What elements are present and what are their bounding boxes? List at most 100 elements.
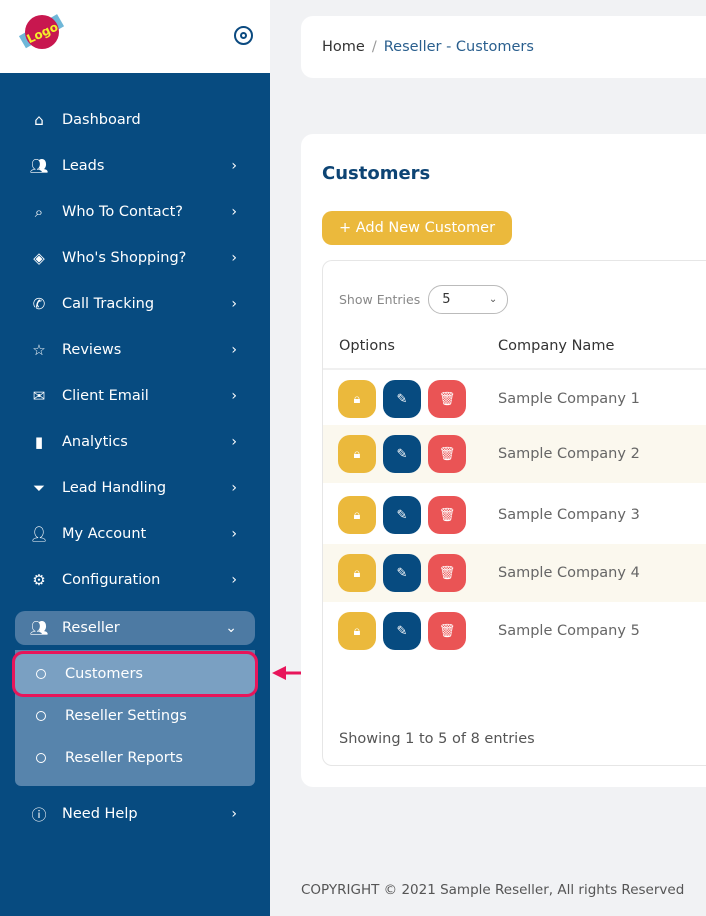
edit-button[interactable]: ✎ (383, 554, 421, 592)
circle-icon (36, 711, 46, 721)
edit-button[interactable]: ✎ (383, 435, 421, 473)
search-icon: ⌕ (34, 203, 44, 221)
sidebar-item-leads[interactable]: 👥︎ Leads › (15, 149, 255, 183)
sidebar-item-label: Client Email (62, 388, 149, 404)
delete-button[interactable]: 🗑︎ (428, 496, 466, 534)
chevron-right-icon: › (231, 342, 237, 358)
chevron-right-icon: › (231, 572, 237, 588)
star-icon: ☆ (32, 341, 46, 359)
chevron-down-icon: ⌄ (225, 620, 237, 636)
chevron-right-icon: › (231, 434, 237, 450)
lock-icon: 🔒︎ (353, 446, 361, 462)
users-icon: 👥︎ (29, 157, 49, 175)
company-name-cell: Sample Company 4 (498, 565, 640, 581)
lock-icon: 🔒︎ (353, 507, 361, 523)
chevron-right-icon: › (231, 526, 237, 542)
entries-value: 5 (442, 292, 451, 307)
lock-button[interactable]: 🔒︎ (338, 496, 376, 534)
lock-button[interactable]: 🔒︎ (338, 435, 376, 473)
sidebar-subitem-label: Customers (65, 666, 143, 682)
table-row: 🔒︎ ✎ 🗑︎ Sample Company 3 (323, 486, 706, 544)
chevron-right-icon: › (231, 388, 237, 404)
table-row: 🔒︎ ✎ 🗑︎ Sample Company 1 (323, 370, 706, 428)
circle-icon (36, 669, 46, 679)
sidebar-subitem-label: Reseller Reports (65, 750, 183, 766)
sidebar-item-reseller[interactable]: 👥︎ Reseller ⌄ (15, 611, 255, 645)
sidebar-item-label: Leads (62, 158, 105, 174)
delete-button[interactable]: 🗑︎ (428, 380, 466, 418)
delete-button[interactable]: 🗑︎ (428, 612, 466, 650)
sidebar-item-label: Reviews (62, 342, 122, 358)
sidebar-toggle-icon[interactable] (234, 26, 253, 45)
lock-button[interactable]: 🔒︎ (338, 612, 376, 650)
trash-icon: 🗑︎ (438, 391, 456, 407)
gear-icon: ⚙ (32, 571, 46, 589)
sidebar-item-call-tracking[interactable]: ✆ Call Tracking › (15, 287, 255, 321)
edit-button[interactable]: ✎ (383, 380, 421, 418)
sidebar-item-analytics[interactable]: ▮ Analytics › (15, 425, 255, 459)
sidebar-item-who-to-contact[interactable]: ⌕ Who To Contact? › (15, 195, 255, 229)
lock-icon: 🔒︎ (353, 623, 361, 639)
sidebar-subitem-customers[interactable]: Customers (12, 651, 258, 697)
chevron-right-icon: › (231, 204, 237, 220)
sidebar-item-dashboard[interactable]: ⌂ Dashboard (15, 103, 255, 137)
sidebar-item-label: Call Tracking (62, 296, 155, 312)
trash-icon: 🗑︎ (438, 565, 456, 581)
company-name-cell: Sample Company 3 (498, 507, 640, 523)
column-header-company-name[interactable]: Company Name (498, 338, 615, 354)
sidebar-item-label: Who's Shopping? (62, 250, 187, 266)
edit-icon: ✎ (396, 623, 408, 639)
breadcrumb-home[interactable]: Home (322, 39, 365, 55)
add-new-customer-button[interactable]: + Add New Customer (322, 211, 512, 245)
show-entries-label: Show Entries (339, 292, 421, 307)
circle-icon (36, 753, 46, 763)
sidebar-item-label: Dashboard (62, 112, 141, 128)
edit-button[interactable]: ✎ (383, 496, 421, 534)
sidebar: Logo ⌂ Dashboard 👥︎ Leads › ⌕ Who To Contact? ›… (0, 0, 270, 916)
company-name-cell: Sample Company 2 (498, 446, 640, 462)
sidebar-item-label: Lead Handling (62, 480, 167, 496)
sidebar-item-configuration[interactable]: ⚙ Configuration › (15, 563, 255, 597)
logo-area: Logo (0, 0, 270, 73)
table-row: 🔒︎ ✎ 🗑︎ Sample Company 4 (323, 544, 706, 602)
lock-button[interactable]: 🔒︎ (338, 554, 376, 592)
edit-icon: ✎ (396, 391, 408, 407)
sidebar-subitem-reseller-reports[interactable]: Reseller Reports (15, 738, 255, 778)
edit-button[interactable]: ✎ (383, 612, 421, 650)
delete-button[interactable]: 🗑︎ (428, 554, 466, 592)
chevron-right-icon: › (231, 158, 237, 174)
sidebar-item-who-s-shopping[interactable]: ◈ Who's Shopping? › (15, 241, 255, 275)
entries-select[interactable]: 5 ⌄ (428, 285, 509, 314)
sidebar-item-label: Need Help (62, 806, 138, 822)
sidebar-item-label: My Account (62, 526, 147, 542)
logo[interactable]: Logo (18, 10, 66, 54)
edit-icon: ✎ (396, 565, 408, 581)
layers-icon: ◈ (33, 249, 45, 267)
show-entries: Show Entries 5 ⌄ (339, 285, 509, 314)
customers-card: Customers + Add New Customer Show Entrie… (301, 134, 706, 787)
sidebar-item-my-account[interactable]: 👤︎ My Account › (15, 517, 255, 551)
sidebar-item-need-help[interactable]: ⓘ Need Help › (15, 797, 255, 831)
sidebar-item-lead-handling[interactable]: ⏷ Lead Handling › (15, 471, 255, 505)
chevron-down-icon: ⌄ (488, 294, 498, 305)
breadcrumb-current: Reseller - Customers (383, 39, 534, 55)
header-divider (323, 368, 706, 370)
sidebar-subitem-label: Reseller Settings (65, 708, 187, 724)
footer-copyright: COPYRIGHT © 2021 Sample Reseller, All ri… (301, 882, 685, 898)
company-name-cell: Sample Company 5 (498, 623, 640, 639)
edit-icon: ✎ (396, 507, 408, 523)
chevron-right-icon: › (231, 296, 237, 312)
lock-button[interactable]: 🔒︎ (338, 380, 376, 418)
sidebar-item-client-email[interactable]: ✉ Client Email › (15, 379, 255, 413)
page-title: Customers (322, 163, 431, 184)
help-circle-icon: ⓘ (31, 805, 47, 824)
company-name-cell: Sample Company 1 (498, 391, 640, 407)
breadcrumb: Home / Reseller - Customers (301, 16, 706, 78)
chevron-right-icon: › (231, 806, 237, 822)
trash-icon: 🗑︎ (438, 446, 456, 462)
delete-button[interactable]: 🗑︎ (428, 435, 466, 473)
trash-icon: 🗑︎ (438, 507, 456, 523)
sidebar-item-reviews[interactable]: ☆ Reviews › (15, 333, 255, 367)
lock-icon: 🔒︎ (353, 565, 361, 581)
sidebar-subitem-reseller-settings[interactable]: Reseller Settings (15, 696, 255, 736)
